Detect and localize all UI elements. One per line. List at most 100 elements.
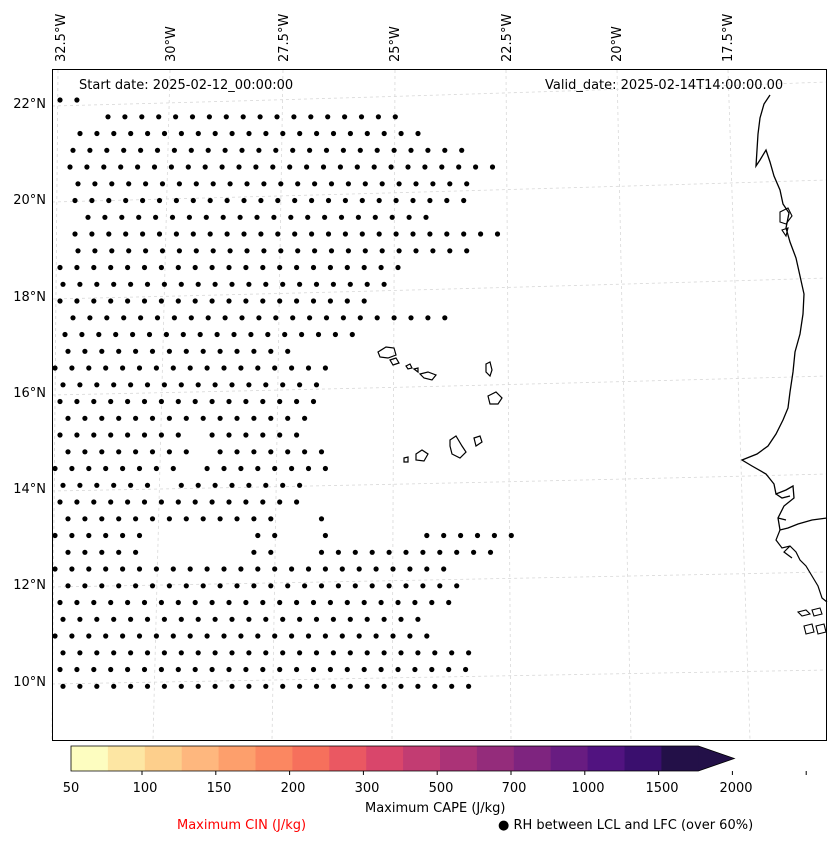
rh-dot: [65, 348, 71, 354]
rh-dot: [92, 248, 98, 254]
rh-dot: [446, 666, 452, 673]
rh-dot: [151, 164, 158, 170]
rh-dot: [246, 382, 252, 388]
rh-dot: [120, 566, 126, 572]
rh-dot: [91, 432, 97, 438]
rh-dot: [111, 130, 117, 137]
rh-dot: [310, 398, 317, 405]
rh-dot: [187, 365, 193, 371]
rh-dot: [424, 566, 430, 572]
rh-dot: [415, 650, 421, 656]
rh-dot: [103, 365, 109, 371]
rh-dot: [226, 499, 232, 505]
rh-dot: [277, 599, 283, 606]
lat-label-20n: 20°N: [13, 193, 46, 208]
rh-dot: [386, 583, 392, 589]
rh-dot: [439, 164, 445, 170]
rh-dot: [192, 264, 198, 271]
rh-dot: [119, 214, 125, 220]
valid-date-label: Valid_date: 2025-02-14T14:00:00.00: [545, 78, 784, 93]
rh-dot: [340, 147, 346, 153]
rh-dot: [391, 315, 397, 321]
rh-dot: [255, 633, 261, 639]
rh-dot: [327, 599, 333, 606]
rh-dot: [280, 281, 286, 287]
rh-dot: [75, 248, 81, 254]
rh-dot: [101, 164, 107, 170]
rh-dot: [251, 583, 257, 589]
cb-tick-700: 700: [501, 781, 527, 796]
rh-dot: [297, 683, 303, 689]
rh-dot: [280, 130, 286, 137]
rh-dot: [221, 566, 227, 572]
rh-dot: [237, 214, 243, 220]
rh-dot: [128, 650, 134, 656]
rh-dot: [102, 214, 108, 220]
rh-dot: [322, 214, 328, 220]
rh-dot: [255, 465, 261, 472]
rh-dot: [77, 683, 83, 689]
rh-dot: [104, 147, 110, 153]
rh-dot: [60, 683, 66, 689]
rh-dot: [398, 683, 404, 689]
rh-legend-label: RH between LCL and LFC (over 60%): [513, 818, 754, 833]
rh-dot: [193, 248, 199, 254]
rh-dot: [145, 130, 151, 137]
rh-dot: [136, 532, 143, 539]
rh-dot: [133, 348, 139, 354]
rh-dot: [158, 298, 164, 304]
rh-dot: [203, 214, 209, 220]
rh-dot: [143, 181, 149, 187]
cb-tick-1500: 1500: [645, 781, 679, 796]
rh-dot: [246, 616, 252, 622]
rh-dot: [280, 482, 286, 488]
rh-dot: [251, 415, 257, 421]
rh-dot: [246, 281, 252, 287]
rh-dot: [158, 499, 164, 505]
rh-dot: [268, 583, 274, 589]
rh-dot: [226, 666, 232, 673]
rh-dot: [125, 599, 131, 606]
rh-dot: [125, 398, 131, 405]
rh-dot: [154, 315, 161, 321]
rh-dot: [141, 599, 148, 606]
rh-dot: [322, 532, 328, 539]
rh-dot: [313, 683, 320, 689]
rh-dot: [158, 599, 164, 606]
rh-dot: [92, 181, 98, 187]
rh-dot: [52, 532, 58, 539]
rh-dot: [277, 298, 283, 304]
rh-dot: [307, 147, 313, 153]
rh-dot: [408, 315, 414, 321]
rh-dot: [173, 197, 179, 204]
rh-dot: [234, 516, 240, 522]
rh-dot: [227, 181, 233, 187]
rh-dot: [288, 214, 294, 220]
rh-dot: [344, 298, 350, 304]
rh-dot: [307, 315, 313, 321]
rh-dot: [209, 298, 215, 304]
rh-dot: [330, 683, 336, 689]
rh-dot: [239, 315, 245, 321]
rh-dot: [170, 633, 176, 639]
rh-dot: [285, 415, 291, 421]
rh-dot: [192, 499, 198, 505]
rh-dot: [243, 432, 249, 438]
lon-label-30w: 30°W: [164, 26, 179, 62]
rh-dot: [144, 382, 151, 388]
rh-dot: [57, 398, 63, 405]
rh-dot: [116, 415, 122, 421]
rh-dot: [52, 633, 58, 639]
rh-dot-field: [52, 97, 514, 689]
rh-dot: [325, 197, 332, 204]
rh-dot: [111, 650, 117, 656]
rh-dot: [272, 566, 278, 572]
rh-dot: [263, 683, 269, 689]
colorbar-segment: [661, 746, 699, 771]
rh-dot: [396, 248, 402, 254]
rh-dot: [141, 499, 148, 505]
rh-dot: [442, 147, 448, 153]
rh-dot: [395, 599, 401, 606]
colorbar-segment: [476, 746, 515, 771]
